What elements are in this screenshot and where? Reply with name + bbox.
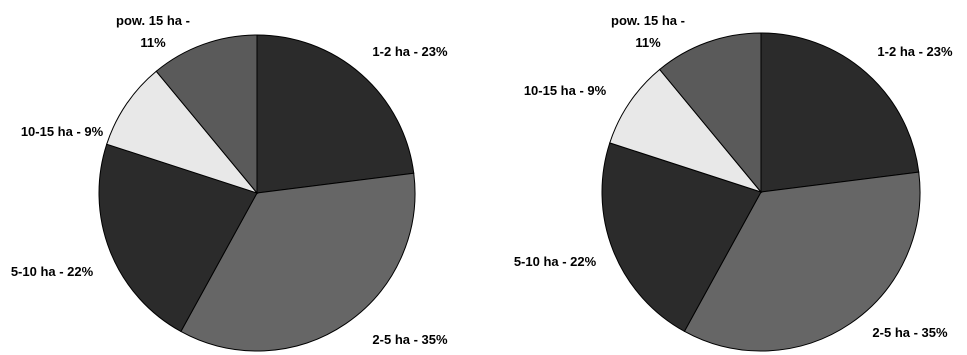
pie-slice-label: 1-2 ha - 23% <box>372 44 448 59</box>
pie-chart-left: 1-2 ha - 23% 2-5 ha - 35% 5-10 ha - 22% 10-… <box>11 13 448 352</box>
pie-slice <box>658 32 762 194</box>
pie-chart-right: 1-2 ha - 23% 2-5 ha - 35% 5-10 ha - 22% 10-… <box>514 13 953 352</box>
pie-slice <box>256 34 415 194</box>
pie-slice-label: 2-5 ha - 35% <box>872 325 948 340</box>
pie-slice-label: pow. 15 ha -11% <box>116 13 190 50</box>
pie-slice-label: 5-10 ha - 22% <box>11 264 94 279</box>
pie-slice <box>98 143 258 333</box>
pie-slice <box>683 171 921 352</box>
pie-slice <box>106 70 259 195</box>
pie-slice-label: 5-10 ha - 22% <box>514 254 597 269</box>
pie-slice-label: 2-5 ha - 35% <box>372 332 448 347</box>
pie-slice <box>180 172 416 352</box>
pie-slice-label: 10-15 ha - 9% <box>21 124 104 139</box>
pie-slice-label: 10-15 ha - 9% <box>524 83 607 98</box>
pie-slice-label: 1-2 ha - 23% <box>877 44 953 59</box>
pie-slice <box>609 68 763 194</box>
pie-slice <box>601 142 762 333</box>
pie-slice <box>760 32 920 193</box>
pie-slice-label: pow. 15 ha -11% <box>611 13 685 50</box>
pie-slice <box>155 34 258 195</box>
